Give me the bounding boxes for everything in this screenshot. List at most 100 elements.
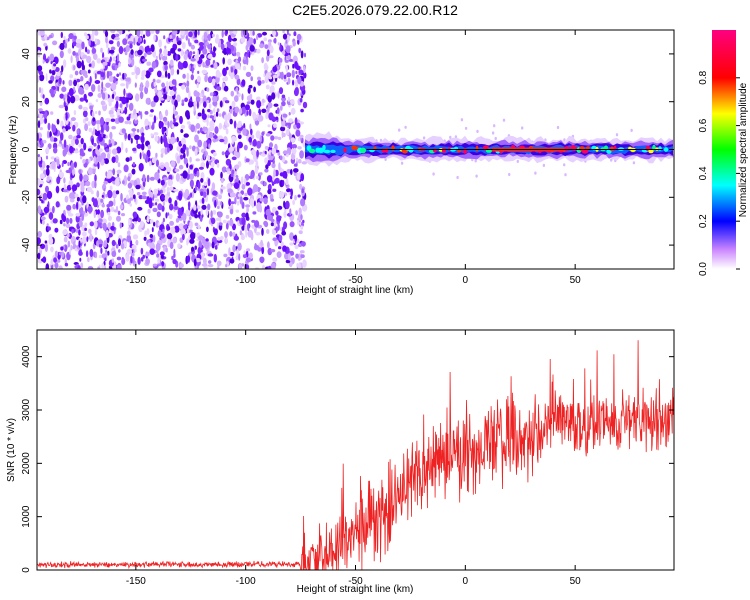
noise-speck — [220, 186, 226, 190]
noise-speck — [64, 105, 68, 112]
noise-speck — [56, 176, 61, 185]
noise-speck — [124, 51, 128, 56]
noise-speck — [189, 173, 194, 180]
noise-speck — [274, 177, 280, 184]
noise-speck — [282, 30, 285, 34]
noise-speck — [288, 261, 293, 268]
noise-speck — [295, 253, 299, 259]
noise-speck — [87, 69, 91, 74]
noise-speck — [454, 135, 458, 139]
noise-speck — [230, 174, 234, 178]
noise-speck — [64, 117, 69, 125]
noise-speck — [213, 62, 218, 70]
noise-speck — [186, 72, 190, 81]
noise-speck — [296, 33, 302, 41]
noise-speck — [160, 148, 166, 154]
noise-speck — [78, 86, 84, 95]
noise-speck — [115, 205, 119, 212]
noise-speck — [271, 81, 276, 85]
noise-speck — [101, 194, 104, 198]
noise-speck — [142, 58, 147, 62]
noise-speck — [161, 194, 165, 200]
noise-speck — [127, 182, 133, 189]
noise-speck — [181, 137, 186, 145]
noise-speck — [241, 212, 247, 218]
noise-speck — [254, 166, 259, 175]
noise-speck — [135, 74, 138, 80]
noise-speck — [266, 49, 270, 57]
noise-speck — [248, 252, 253, 260]
noise-speck — [73, 161, 77, 168]
noise-speck — [142, 174, 146, 183]
noise-speck — [282, 150, 289, 155]
noise-speck — [288, 121, 291, 130]
noise-speck — [125, 77, 131, 83]
noise-speck — [54, 262, 59, 269]
noise-speck — [207, 44, 212, 50]
noise-speck — [294, 194, 297, 201]
noise-speck — [262, 31, 267, 36]
noise-speck — [85, 35, 89, 40]
noise-speck — [219, 100, 223, 108]
noise-speck — [91, 138, 94, 146]
noise-speck — [277, 136, 282, 140]
noise-speck — [220, 178, 224, 184]
noise-speck — [171, 132, 175, 139]
noise-speck — [142, 34, 146, 39]
noise-speck — [140, 76, 145, 80]
noise-speck — [180, 30, 185, 36]
colorbar-gradient — [712, 30, 736, 269]
noise-speck — [167, 51, 172, 56]
noise-speck — [80, 137, 84, 145]
noise-speck — [125, 45, 130, 52]
noise-speck — [112, 168, 116, 176]
noise-speck — [163, 88, 166, 93]
noise-speck — [152, 78, 156, 83]
noise-speck — [108, 40, 114, 45]
noise-speck — [123, 88, 126, 97]
noise-speck — [256, 140, 262, 149]
noise-speck — [291, 144, 297, 149]
noise-speck — [162, 228, 165, 234]
noise-speck — [261, 108, 267, 114]
noise-speck — [217, 237, 221, 241]
noise-speck — [221, 151, 225, 156]
noise-speck — [85, 46, 88, 53]
noise-speck — [105, 117, 111, 123]
noise-speck — [55, 201, 60, 208]
noise-speck — [245, 257, 252, 263]
noise-speck — [37, 230, 42, 238]
noise-speck — [171, 30, 178, 36]
noise-speck — [290, 137, 296, 143]
noise-speck — [285, 129, 290, 136]
noise-speck — [61, 251, 65, 258]
noise-speck — [132, 194, 136, 199]
noise-speck — [165, 247, 168, 253]
noise-speck — [69, 192, 75, 199]
noise-speck — [127, 93, 133, 98]
noise-speck — [63, 35, 66, 40]
noise-speck — [91, 180, 96, 189]
noise-speck — [300, 173, 305, 182]
noise-speck — [196, 75, 201, 83]
noise-speck — [194, 222, 199, 227]
noise-speck — [66, 204, 72, 211]
noise-speck — [225, 237, 228, 244]
noise-speck — [279, 42, 282, 52]
noise-speck — [278, 162, 281, 171]
noise-speck — [193, 100, 196, 107]
noise-speck — [140, 186, 145, 191]
noise-speck — [300, 50, 304, 59]
noise-speck — [233, 120, 237, 129]
noise-speck — [88, 38, 91, 47]
noise-speck — [39, 173, 45, 180]
noise-speck — [261, 131, 265, 136]
noise-speck — [104, 265, 107, 269]
noise-speck — [134, 134, 140, 141]
noise-speck — [190, 232, 196, 240]
noise-speck — [207, 114, 210, 119]
noise-speck — [206, 160, 209, 169]
noise-speck — [130, 49, 134, 55]
noise-speck — [230, 201, 235, 205]
noise-speck — [101, 218, 107, 224]
